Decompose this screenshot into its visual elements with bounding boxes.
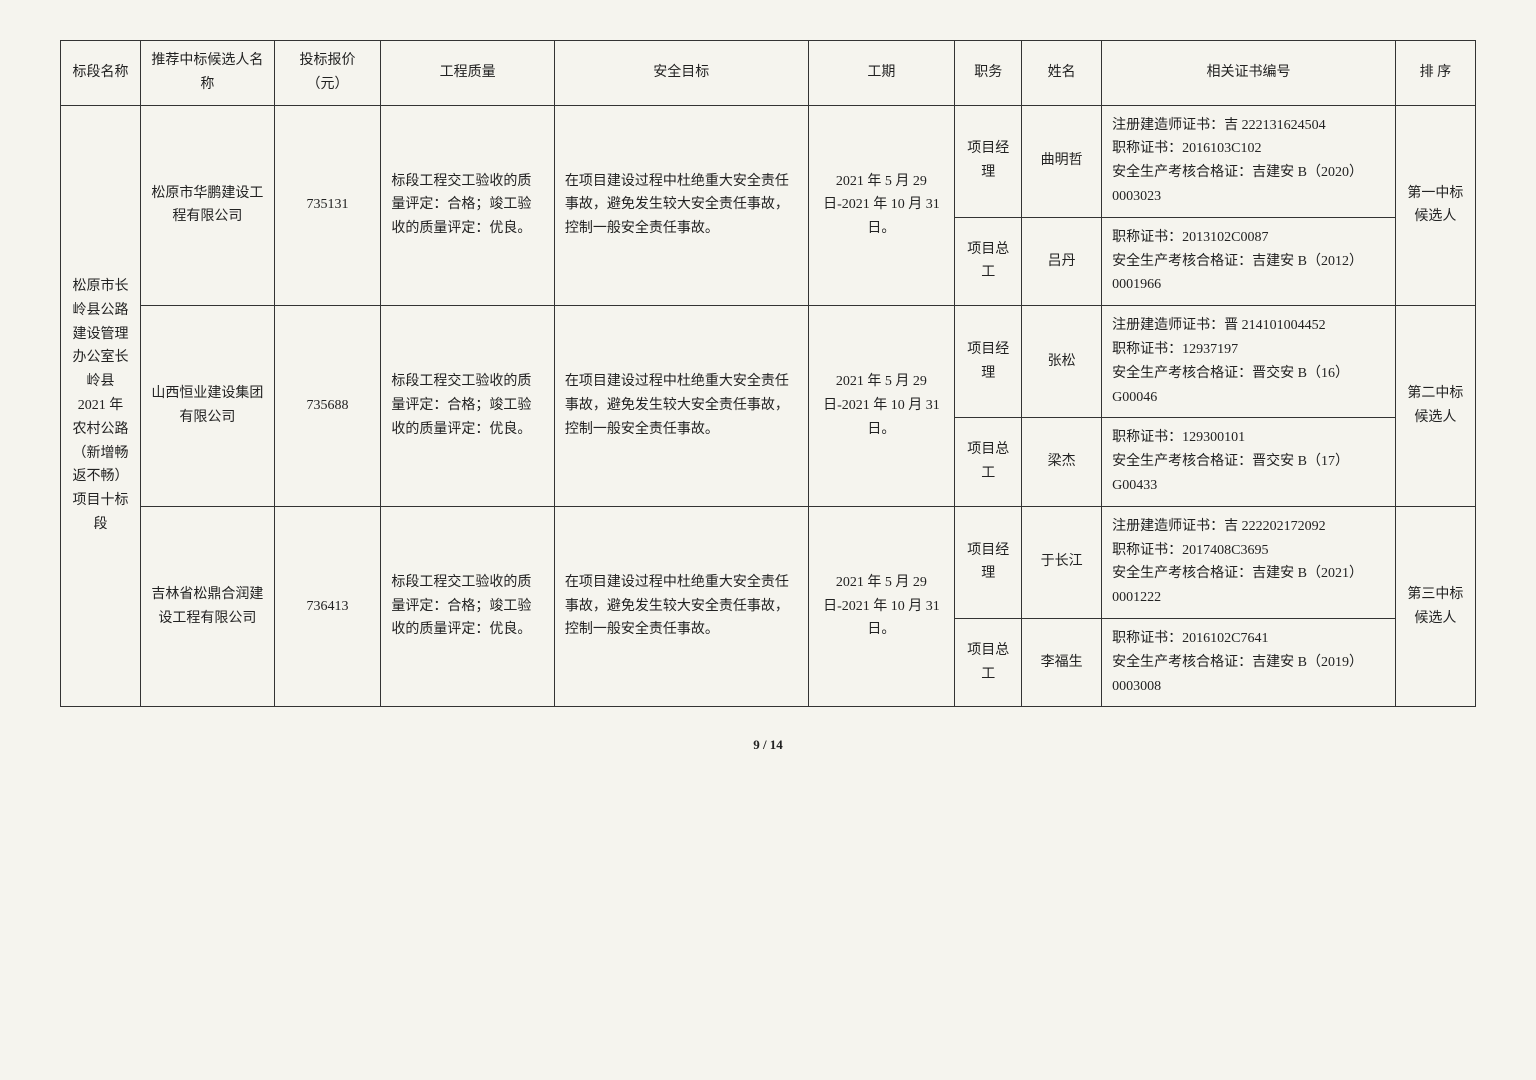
quality-cell: 标段工程交工验收的质量评定：合格；竣工验收的质量评定：优良。	[381, 105, 555, 306]
h-candidate: 推荐中标候选人名称	[141, 41, 274, 106]
period-cell: 2021 年 5 月 29 日-2021 年 10 月 31 日。	[808, 306, 955, 507]
price-cell: 735688	[274, 306, 381, 507]
h-section: 标段名称	[61, 41, 141, 106]
name-cell: 张松	[1022, 306, 1102, 418]
cert-cell: 职称证书：129300101安全生产考核合格证：晋交安 B（17）G00433	[1102, 418, 1396, 506]
h-period: 工期	[808, 41, 955, 106]
safety-cell: 在项目建设过程中杜绝重大安全责任事故，避免发生较大安全责任事故，控制一般安全责任…	[554, 105, 808, 306]
h-rank: 排 序	[1395, 41, 1475, 106]
cert-cell: 注册建造师证书：吉 222202172092职称证书：2017408C3695安…	[1102, 506, 1396, 618]
h-name: 姓名	[1022, 41, 1102, 106]
role-cell: 项目总工	[955, 418, 1022, 506]
period-cell: 2021 年 5 月 29 日-2021 年 10 月 31 日。	[808, 506, 955, 707]
candidate-cell: 吉林省松鼎合润建设工程有限公司	[141, 506, 274, 707]
table-row: 山西恒业建设集团有限公司735688标段工程交工验收的质量评定：合格；竣工验收的…	[61, 306, 1476, 418]
rank-cell: 第二中标候选人	[1395, 306, 1475, 507]
role-cell: 项目经理	[955, 105, 1022, 217]
cert-cell: 注册建造师证书：晋 214101004452职称证书：12937197安全生产考…	[1102, 306, 1396, 418]
rank-cell: 第一中标候选人	[1395, 105, 1475, 306]
candidate-cell: 山西恒业建设集团有限公司	[141, 306, 274, 507]
h-cert: 相关证书编号	[1102, 41, 1396, 106]
period-cell: 2021 年 5 月 29 日-2021 年 10 月 31 日。	[808, 105, 955, 306]
section-cell: 松原市长岭县公路建设管理办公室长岭县 2021 年农村公路（新增畅返不畅）项目十…	[61, 105, 141, 707]
safety-cell: 在项目建设过程中杜绝重大安全责任事故，避免发生较大安全责任事故，控制一般安全责任…	[554, 506, 808, 707]
quality-cell: 标段工程交工验收的质量评定：合格；竣工验收的质量评定：优良。	[381, 306, 555, 507]
h-price: 投标报价（元）	[274, 41, 381, 106]
name-cell: 李福生	[1022, 618, 1102, 706]
h-quality: 工程质量	[381, 41, 555, 106]
table-row: 吉林省松鼎合润建设工程有限公司736413标段工程交工验收的质量评定：合格；竣工…	[61, 506, 1476, 618]
bid-table: 标段名称 推荐中标候选人名称 投标报价（元） 工程质量 安全目标 工期 职务 姓…	[60, 40, 1476, 707]
price-cell: 735131	[274, 105, 381, 306]
role-cell: 项目总工	[955, 618, 1022, 706]
table-body: 松原市长岭县公路建设管理办公室长岭县 2021 年农村公路（新增畅返不畅）项目十…	[61, 105, 1476, 707]
cert-cell: 职称证书：2013102C0087安全生产考核合格证：吉建安 B（2012）00…	[1102, 217, 1396, 305]
table-row: 松原市长岭县公路建设管理办公室长岭县 2021 年农村公路（新增畅返不畅）项目十…	[61, 105, 1476, 217]
quality-cell: 标段工程交工验收的质量评定：合格；竣工验收的质量评定：优良。	[381, 506, 555, 707]
candidate-cell: 松原市华鹏建设工程有限公司	[141, 105, 274, 306]
cert-cell: 注册建造师证书：吉 222131624504职称证书：2016103C102安全…	[1102, 105, 1396, 217]
h-safety: 安全目标	[554, 41, 808, 106]
name-cell: 吕丹	[1022, 217, 1102, 305]
name-cell: 于长江	[1022, 506, 1102, 618]
name-cell: 梁杰	[1022, 418, 1102, 506]
role-cell: 项目总工	[955, 217, 1022, 305]
price-cell: 736413	[274, 506, 381, 707]
safety-cell: 在项目建设过程中杜绝重大安全责任事故，避免发生较大安全责任事故，控制一般安全责任…	[554, 306, 808, 507]
role-cell: 项目经理	[955, 506, 1022, 618]
rank-cell: 第三中标候选人	[1395, 506, 1475, 707]
name-cell: 曲明哲	[1022, 105, 1102, 217]
page-number: 9 / 14	[60, 737, 1476, 753]
role-cell: 项目经理	[955, 306, 1022, 418]
header-row: 标段名称 推荐中标候选人名称 投标报价（元） 工程质量 安全目标 工期 职务 姓…	[61, 41, 1476, 106]
cert-cell: 职称证书：2016102C7641安全生产考核合格证：吉建安 B（2019）00…	[1102, 618, 1396, 706]
h-role: 职务	[955, 41, 1022, 106]
